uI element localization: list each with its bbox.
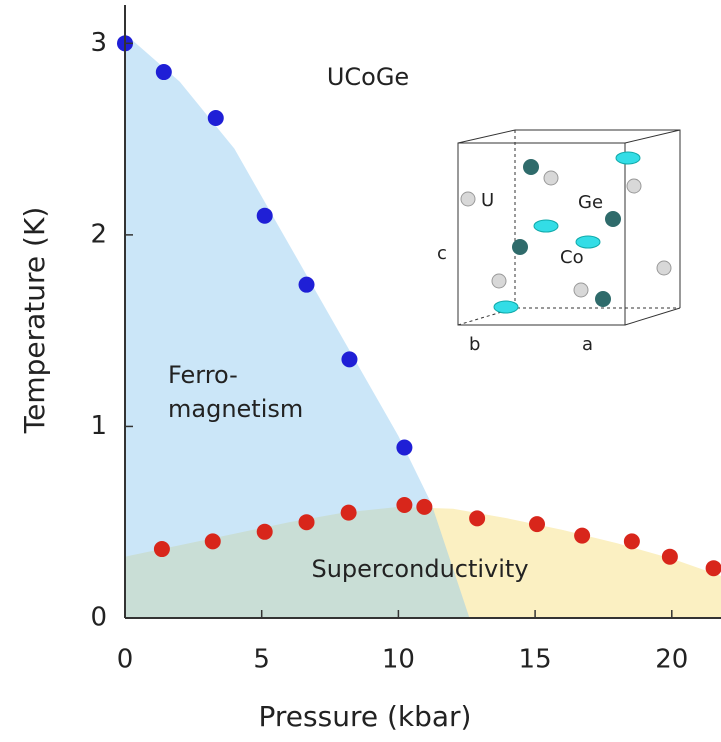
point <box>341 351 357 367</box>
inset-label: a <box>582 334 593 355</box>
inset-label: U <box>481 190 494 211</box>
point <box>156 64 172 80</box>
point <box>416 499 432 515</box>
region-area <box>125 34 469 618</box>
y-tick-label: 0 <box>90 603 107 633</box>
ge-atoms <box>494 152 640 313</box>
x-tick-label: 20 <box>655 645 688 675</box>
region-label: Ferro- <box>168 361 238 389</box>
point <box>469 510 485 526</box>
co-atoms <box>512 159 621 307</box>
point <box>208 110 224 126</box>
point <box>257 208 273 224</box>
inset-edge <box>515 130 680 308</box>
point <box>662 549 678 565</box>
inset-edge <box>458 130 515 143</box>
point <box>706 560 721 576</box>
point <box>154 541 170 557</box>
inset-edge <box>515 130 680 308</box>
point <box>529 516 545 532</box>
point <box>341 505 357 521</box>
x-tick-label: 5 <box>253 645 270 675</box>
point <box>299 277 315 293</box>
region-label: magnetism <box>168 395 303 423</box>
inset-edge <box>625 308 680 325</box>
point <box>396 497 412 513</box>
chart: Pressure (kbar) Temperature (K) UCoGe Fe… <box>0 0 721 742</box>
y-tick-label: 1 <box>90 411 107 441</box>
chart-title: UCoGe <box>327 63 409 91</box>
point <box>205 533 221 549</box>
point <box>396 440 412 456</box>
region-label: Superconductivity <box>311 555 528 583</box>
inset-label: c <box>437 243 447 264</box>
y-tick-label: 2 <box>90 219 107 249</box>
x-axis-label: Pressure (kbar) <box>259 700 472 733</box>
point <box>574 528 590 544</box>
x-tick-label: 10 <box>382 645 415 675</box>
inset-label: Co <box>560 247 584 268</box>
point <box>624 533 640 549</box>
y-tick-label: 3 <box>90 28 107 58</box>
x-tick-label: 0 <box>117 645 134 675</box>
x-tick-label: 15 <box>519 645 552 675</box>
inset-label: b <box>469 334 480 355</box>
point <box>299 514 315 530</box>
inset-label: Ge <box>578 192 603 213</box>
point <box>257 524 273 540</box>
inset-edge <box>625 130 680 143</box>
inset: U Ge Co c b a <box>437 130 680 355</box>
y-axis-label: Temperature (K) <box>18 207 51 434</box>
